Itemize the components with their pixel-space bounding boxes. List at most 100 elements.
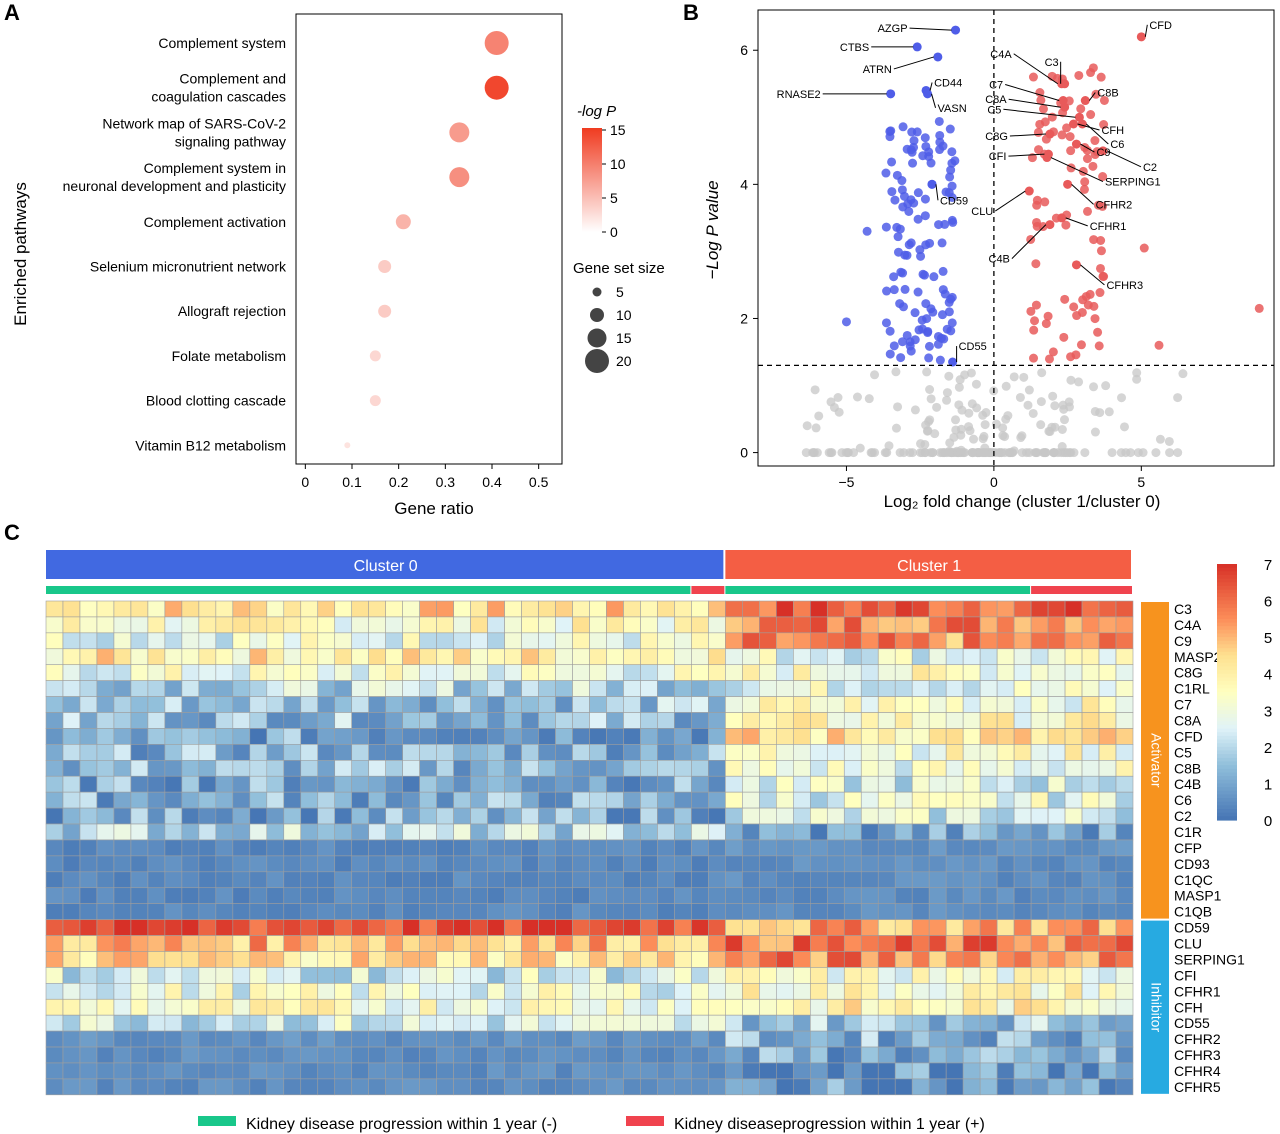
pathway-dot [369, 350, 381, 362]
heatmap-cell [996, 903, 1015, 920]
heatmap-cell [606, 887, 624, 904]
heatmap-cell [79, 648, 98, 666]
heatmap-cell [249, 951, 268, 968]
heatmap-cell [504, 903, 522, 920]
heatmap-cell [215, 1046, 234, 1064]
legend-label: Kidney diseaseprogression within 1 year … [674, 1116, 985, 1133]
heatmap-cell [232, 935, 251, 952]
heatmap-cell [266, 887, 285, 904]
gene-label: C2 [1143, 162, 1157, 174]
volcano-point-down [917, 324, 927, 334]
heatmap-cell [759, 935, 777, 952]
heatmap-cell [215, 967, 234, 984]
heatmap-cell [1047, 775, 1066, 793]
gene-label-arrow [1080, 264, 1105, 286]
heatmap-cell [691, 1078, 709, 1096]
heatmap-cell [1098, 712, 1117, 729]
heatmap-cell [113, 616, 132, 634]
colorbar-segment [1217, 794, 1237, 799]
heatmap-cell [979, 1046, 998, 1064]
heatmap-cell [640, 823, 658, 841]
heatmap-cell [147, 855, 166, 873]
volcano-point-ns [1165, 448, 1175, 458]
x-tick-label: 0.4 [482, 474, 502, 490]
heatmap-cell [555, 728, 573, 745]
heatmap-cell [436, 696, 454, 713]
volcano-point-down [942, 324, 952, 334]
heatmap-row-label: CFHR3 [1174, 1047, 1221, 1063]
heatmap-cell [1115, 998, 1134, 1016]
heatmap-cell [96, 1062, 115, 1080]
heatmap-cell [385, 871, 403, 889]
heatmap-cell [470, 807, 488, 825]
heatmap-cell [283, 967, 302, 984]
heatmap-cell [657, 1062, 675, 1080]
heatmap-cell [1081, 855, 1100, 873]
x-tick-label: 0.2 [389, 474, 409, 490]
heatmap-cell [572, 744, 590, 761]
heatmap-cell [147, 775, 166, 793]
volcano-point-up [1036, 95, 1046, 105]
heatmap-cell [181, 664, 200, 681]
colorbar-segment [1217, 611, 1237, 616]
colorbar-segment [1217, 684, 1237, 689]
heatmap-cell [470, 696, 488, 713]
heatmap-cell [657, 712, 675, 729]
heatmap-cell [334, 616, 353, 634]
heatmap-cell [572, 1062, 590, 1080]
heatmap-cell [232, 919, 251, 936]
heatmap-cell [708, 935, 726, 952]
heatmap-cell [385, 1062, 403, 1080]
pathway-dot [449, 122, 470, 143]
heatmap-cell [1013, 728, 1032, 745]
heatmap-cell [640, 855, 658, 873]
heatmap-cell [283, 998, 302, 1016]
heatmap-cell [266, 760, 285, 777]
heatmap-cell [793, 1014, 811, 1032]
heatmap-cell [130, 680, 149, 697]
heatmap-cell [708, 632, 726, 650]
heatmap-cell [266, 935, 285, 952]
volcano-point-labeled [1057, 213, 1067, 223]
volcano-point-up [1090, 136, 1100, 146]
heatmap-cell [232, 807, 251, 825]
gene-label-arrow [1013, 53, 1058, 85]
heatmap-cell [164, 967, 183, 984]
heatmap-cell [996, 728, 1015, 745]
heatmap-cell [860, 903, 879, 920]
heatmap-cell [674, 1030, 692, 1048]
heatmap-cell [504, 1046, 522, 1064]
heatmap-cell [759, 855, 777, 873]
heatmap-cell [402, 839, 420, 857]
heatmap-cell [843, 903, 862, 920]
heatmap-cell [555, 1078, 573, 1096]
heatmap-cell [1030, 998, 1049, 1016]
heatmap-cell [436, 1078, 454, 1096]
heatmap-cell [928, 728, 947, 745]
heatmap-cell [521, 744, 539, 761]
volcano-point-ns [849, 448, 859, 458]
volcano-point-ns [1059, 415, 1069, 425]
gene-label-arrow [1077, 123, 1100, 131]
heatmap-cell [1115, 1078, 1134, 1096]
heatmap-cell [130, 807, 149, 825]
heatmap-cell [640, 775, 658, 793]
heatmap-cell [572, 919, 590, 936]
volcano-point-up [1029, 325, 1039, 335]
heatmap-cell [317, 903, 336, 920]
heatmap-cell [725, 1078, 743, 1096]
heatmap-cell [198, 1078, 217, 1096]
gene-label: CFH [1101, 125, 1124, 137]
heatmap-cell [657, 775, 675, 793]
volcano-point-down [909, 136, 919, 146]
heatmap-cell [436, 903, 454, 920]
volcano-point-down [882, 286, 892, 296]
colorbar-segment [1217, 702, 1237, 708]
heatmap-cell [470, 648, 488, 666]
heatmap-cell [555, 632, 573, 650]
heatmap-cell [334, 648, 353, 666]
heatmap-cell [181, 919, 200, 936]
heatmap-cell [385, 807, 403, 825]
heatmap-cell [385, 1030, 403, 1048]
heatmap-cell [589, 1046, 607, 1064]
